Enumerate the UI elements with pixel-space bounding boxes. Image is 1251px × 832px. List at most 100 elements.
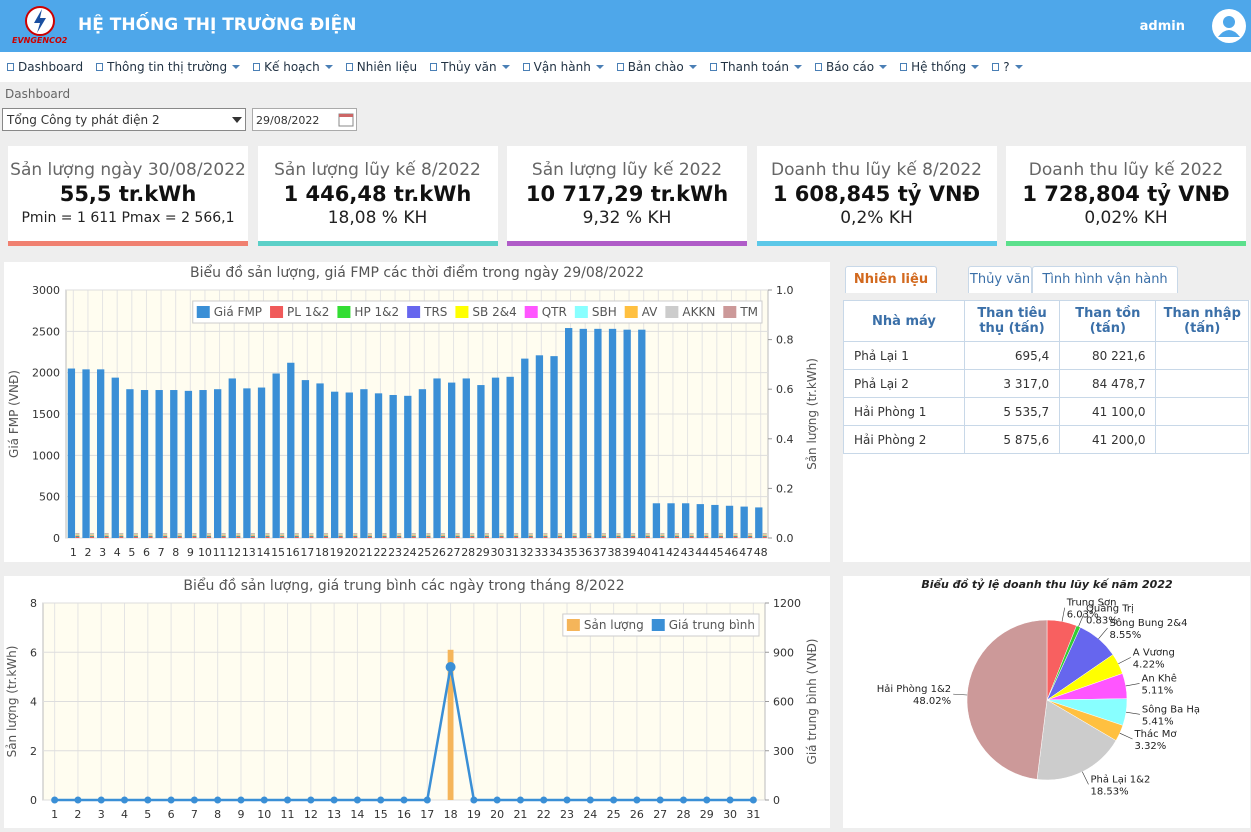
bar — [360, 389, 367, 538]
bar-segment — [470, 537, 474, 538]
bar — [287, 363, 294, 538]
pie-slice — [967, 620, 1047, 779]
y-tick-label: 1000 — [32, 449, 60, 462]
kpi-title: Sản lượng lũy kế 2022 — [507, 160, 747, 180]
nav-item[interactable]: Thông tin thị trường — [96, 60, 240, 74]
x-tick-label: 9 — [237, 808, 244, 821]
pie-label: An Khê — [1142, 672, 1177, 684]
logo-icon — [24, 5, 56, 37]
line-point — [214, 797, 221, 804]
breadcrumb: Dashboard — [5, 87, 70, 101]
line-point — [144, 797, 151, 804]
nav-caret — [232, 65, 240, 69]
x-tick-label: 46 — [724, 546, 738, 559]
y-tick-label: 8 — [30, 597, 37, 610]
bar — [214, 389, 221, 538]
nav-caret — [971, 65, 979, 69]
bar — [199, 390, 206, 538]
bar-segment — [309, 537, 313, 538]
column-header: Than nhập (tấn) — [1156, 301, 1249, 342]
tab[interactable]: Nhiên liệu — [845, 266, 937, 293]
pie-value-label: 5.11% — [1142, 685, 1174, 696]
x-tick-label: 34 — [549, 546, 563, 559]
bar-segment — [148, 537, 152, 538]
nav-label: Vận hành — [534, 60, 591, 74]
y2-tick-label: 300 — [773, 745, 794, 758]
x-tick-label: 24 — [583, 808, 597, 821]
kpi-sub: 0,02% KH — [1006, 208, 1246, 228]
nav-icon — [346, 63, 353, 71]
bar — [185, 391, 192, 538]
legend-label: PL 1&2 — [287, 305, 329, 319]
y-tick-label: 1500 — [32, 408, 60, 421]
x-tick-label: 16 — [397, 808, 411, 821]
bar — [682, 503, 689, 538]
chart: Biểu đồ sản lượng, giá trung bình các ng… — [4, 576, 830, 828]
y2-tick-label: 900 — [773, 646, 794, 659]
tab[interactable]: Thủy văn — [968, 266, 1032, 293]
bar — [609, 329, 616, 538]
y2-tick-label: 0 — [773, 794, 780, 807]
nav-item[interactable]: ? — [992, 60, 1022, 74]
nav-item[interactable]: Vận hành — [523, 60, 604, 74]
nav-icon — [430, 63, 437, 71]
calendar-icon[interactable] — [338, 112, 354, 127]
x-tick-label: 7 — [158, 546, 165, 559]
line-point — [680, 797, 687, 804]
x-tick-label: 27 — [653, 808, 667, 821]
bar-segment — [207, 537, 211, 538]
nav-item[interactable]: Bản chào — [617, 60, 697, 74]
nav-item[interactable]: Thủy văn — [430, 60, 510, 74]
nav-label: Thủy văn — [441, 60, 497, 74]
nav-item[interactable]: Kế hoạch — [253, 60, 333, 74]
line-point — [51, 797, 58, 804]
bar — [404, 396, 411, 538]
tab[interactable]: Tình hình vận hành — [1032, 266, 1178, 293]
nav-item[interactable]: Dashboard — [7, 60, 83, 74]
nav-item[interactable]: Thanh toán — [710, 60, 802, 74]
x-tick-label: 15 — [271, 546, 285, 559]
nav-label: Thông tin thị trường — [107, 60, 227, 74]
x-tick-label: 24 — [403, 546, 417, 559]
line-point — [354, 797, 361, 804]
nav-item[interactable]: Nhiên liệu — [346, 60, 417, 74]
bar-segment — [748, 537, 752, 538]
user-name[interactable]: admin — [1140, 19, 1185, 34]
bar-segment — [441, 537, 445, 538]
nav-item[interactable]: Báo cáo — [815, 60, 887, 74]
pie-leader — [953, 694, 967, 695]
bar-segment — [690, 537, 694, 538]
bar — [580, 329, 587, 538]
bar-segment — [704, 537, 708, 538]
x-tick-label: 35 — [564, 546, 578, 559]
legend-label: TM — [739, 305, 758, 319]
chart: Biểu đồ tỷ lệ doanh thu lũy kế năm 2022T… — [843, 576, 1250, 828]
x-tick-label: 33 — [534, 546, 548, 559]
table-cell — [1156, 370, 1249, 398]
x-tick-label: 30 — [723, 808, 737, 821]
bar-segment — [353, 537, 357, 538]
chart-panel: Biểu đồ sản lượng, giá trung bình các ng… — [4, 576, 830, 828]
y-axis-label: Sản lượng (tr.kWh) — [5, 646, 19, 758]
nav-item[interactable]: Hệ thống — [900, 60, 979, 74]
x-tick-label: 3 — [98, 808, 105, 821]
kpi-value: 55,5 tr.kWh — [8, 182, 248, 206]
pie-leader — [1126, 683, 1140, 685]
pie-label: Phả Lại 1&2 — [1090, 773, 1150, 785]
company-select[interactable]: Tổng Công ty phát điện 2 — [2, 108, 246, 131]
line-point — [377, 797, 384, 804]
nav-label: Kế hoạch — [264, 60, 320, 74]
kpi-value: 1 728,804 tỷ VNĐ — [1006, 182, 1246, 206]
x-tick-label: 28 — [461, 546, 475, 559]
avatar[interactable] — [1211, 8, 1247, 44]
bar — [346, 393, 353, 538]
bar — [741, 507, 748, 538]
x-tick-label: 2 — [84, 546, 91, 559]
y2-tick-label: 1200 — [773, 597, 801, 610]
